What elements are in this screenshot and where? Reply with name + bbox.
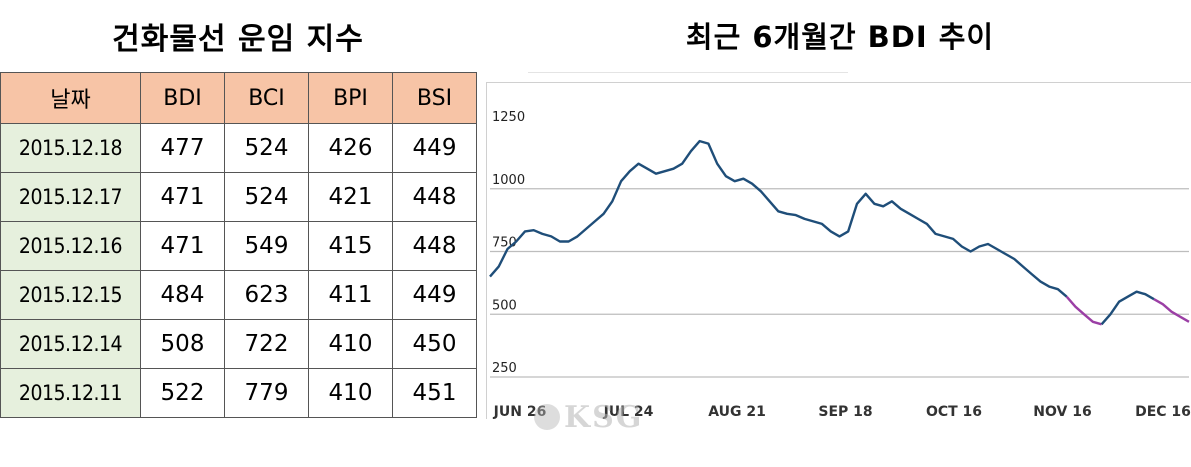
cell-bsi: 448: [392, 221, 477, 271]
bdi-series-line: [1100, 290, 1155, 326]
cell-bpi: 411: [308, 270, 393, 320]
cell-bdi: 508: [140, 319, 225, 369]
cell-date: 2015.12.18: [0, 123, 141, 173]
table-row: 2015.12.15 484 623 411 449: [0, 270, 477, 320]
cell-date: 2015.12.11: [0, 368, 141, 418]
table-row: 2015.12.18 477 524 426 449: [0, 123, 477, 173]
cell-bdi: 471: [140, 221, 225, 271]
cell-bci: 524: [224, 172, 309, 222]
title-divider: [528, 72, 848, 73]
x-tick-label: OCT 16: [926, 404, 982, 420]
header-bpi: BPI: [308, 72, 393, 124]
cell-bdi: 522: [140, 368, 225, 418]
header-bsi: BSI: [392, 72, 477, 124]
cell-bsi: 449: [392, 123, 477, 173]
x-tick-label: DEC 16: [1135, 404, 1191, 420]
bdi-series-line: [489, 139, 1068, 298]
table-header-row: 날짜 BDI BCI BPI BSI: [0, 72, 477, 124]
table-row: 2015.12.14 508 722 410 450: [0, 319, 477, 369]
cell-bci: 623: [224, 270, 309, 320]
x-tick-label: JUN 26: [493, 404, 547, 420]
x-tick-label: JUL 24: [603, 404, 654, 420]
table-row: 2015.12.11 522 779 410 451: [0, 368, 477, 418]
cell-bci: 722: [224, 319, 309, 369]
y-tick-label: 250: [492, 361, 517, 376]
cell-bpi: 421: [308, 172, 393, 222]
cell-bpi: 415: [308, 221, 393, 271]
cell-bdi: 477: [140, 123, 225, 173]
y-tick-label: 1000: [492, 173, 525, 188]
header-date: 날짜: [0, 72, 141, 124]
cell-date: 2015.12.15: [0, 270, 141, 320]
cell-date: 2015.12.17: [0, 172, 141, 222]
cell-bpi: 410: [308, 368, 393, 418]
table-row: 2015.12.16 471 549 415 448: [0, 221, 477, 271]
x-tick-label: NOV 16: [1033, 404, 1091, 420]
cell-bdi: 471: [140, 172, 225, 222]
table-title: 건화물선 운임 지수: [112, 22, 364, 57]
cell-bsi: 448: [392, 172, 477, 222]
bdi-series-highlight: [1065, 295, 1102, 326]
bdi-series-highlight: [1153, 298, 1190, 323]
table-row: 2015.12.17 471 524 421 448: [0, 172, 477, 222]
cell-bsi: 450: [392, 319, 477, 369]
watermark-text: KSG: [564, 400, 644, 435]
header-bdi: BDI: [140, 72, 225, 124]
ksg-watermark: KSG: [534, 400, 643, 435]
x-tick-label: SEP 18: [818, 404, 872, 420]
cell-date: 2015.12.16: [0, 221, 141, 271]
cell-bci: 779: [224, 368, 309, 418]
chart-title: 최근 6개월간 BDI 추이: [685, 20, 995, 54]
freight-index-table: 날짜 BDI BCI BPI BSI 2015.12.18 477 524 42…: [0, 72, 477, 418]
y-tick-label: 500: [492, 298, 517, 313]
y-tick-label: 1250: [492, 110, 525, 125]
header-bci: BCI: [224, 72, 309, 124]
x-tick-label: AUG 21: [708, 404, 766, 420]
cell-bpi: 426: [308, 123, 393, 173]
cell-bdi: 484: [140, 270, 225, 320]
ksg-logo-icon: [534, 404, 560, 430]
cell-bsi: 451: [392, 368, 477, 418]
cell-bci: 524: [224, 123, 309, 173]
cell-bpi: 410: [308, 319, 393, 369]
cell-bci: 549: [224, 221, 309, 271]
chart-frame: [486, 82, 1191, 419]
cell-bsi: 449: [392, 270, 477, 320]
cell-date: 2015.12.14: [0, 319, 141, 369]
